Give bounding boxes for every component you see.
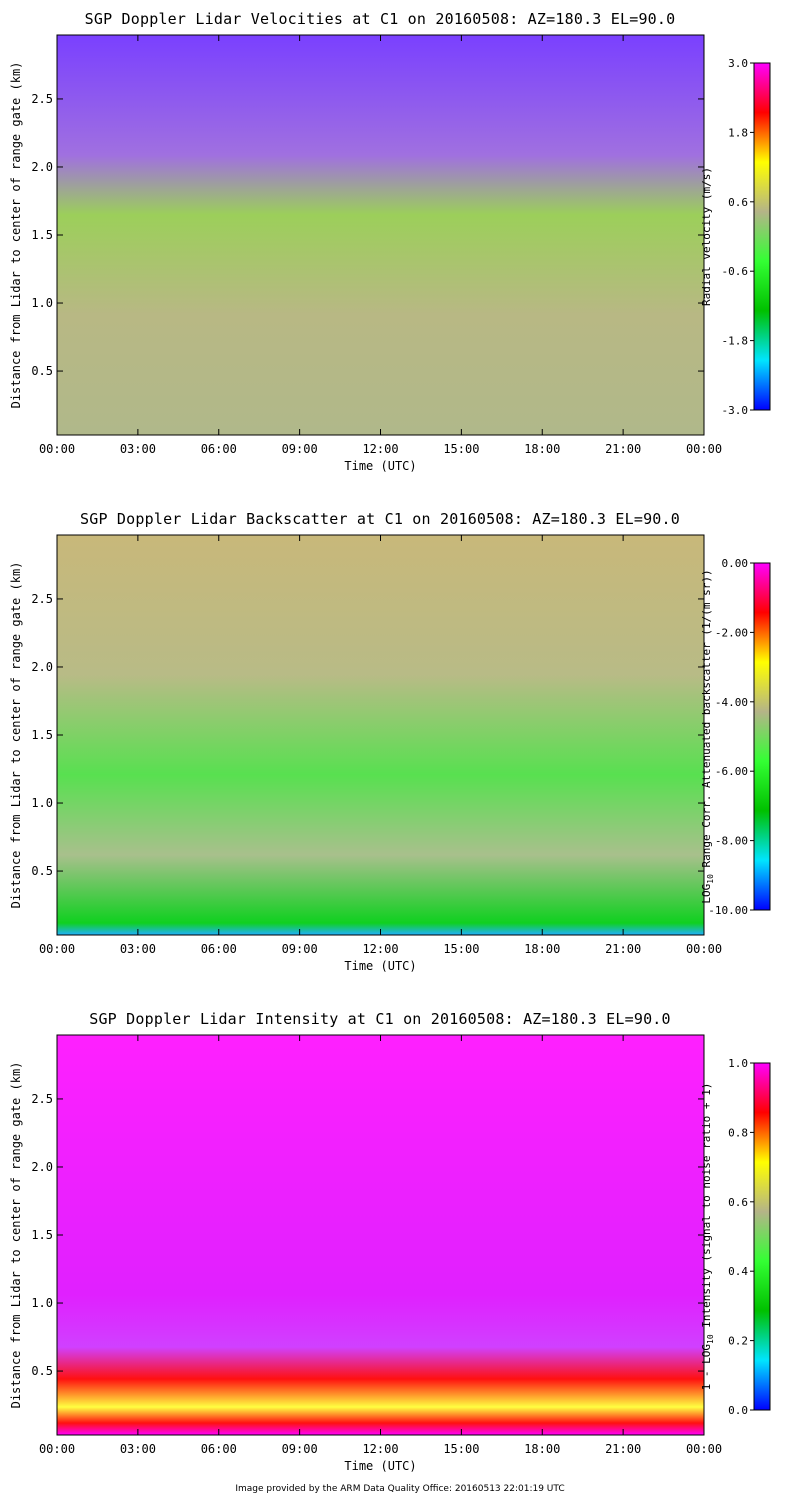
colorbar-tick-label: -8.00 bbox=[715, 835, 748, 848]
colorbar-tick-label: 1.8 bbox=[728, 126, 748, 139]
colorbar-label-part: LOG bbox=[700, 884, 713, 904]
x-tick-label: 00:00 bbox=[39, 942, 75, 956]
y-tick-label: 1.5 bbox=[31, 728, 53, 742]
colorbar-label: 1 - LOG10 Intensity (signal to noise rat… bbox=[700, 1083, 715, 1391]
x-tick-label: 15:00 bbox=[443, 442, 479, 456]
x-tick-label: 03:00 bbox=[120, 442, 156, 456]
colorbar-tick-label: 0.8 bbox=[728, 1126, 748, 1139]
x-tick-label: 03:00 bbox=[120, 942, 156, 956]
x-tick-label: 09:00 bbox=[282, 442, 318, 456]
x-tick-label: 00:00 bbox=[39, 442, 75, 456]
y-tick-label: 2.0 bbox=[31, 1160, 53, 1174]
colorbar-tick-label: 0.4 bbox=[728, 1265, 748, 1278]
y-tick-label: 0.5 bbox=[31, 1364, 53, 1378]
y-tick-label: 2.0 bbox=[31, 660, 53, 674]
velocity-chart: 00:00 03:00 06:00 09:00 12:00 15:00 18:00 21:00… bbox=[9, 34, 771, 473]
colorbar-label: Radial velocity (m/s) bbox=[700, 167, 713, 306]
x-tick-label: 12:00 bbox=[362, 942, 398, 956]
x-tick-label: 15:00 bbox=[443, 942, 479, 956]
colorbar-tick-label: -3.0 bbox=[722, 404, 749, 417]
x-tick-label: 21:00 bbox=[605, 1442, 641, 1456]
x-tick-label: 21:00 bbox=[605, 442, 641, 456]
x-tick-label: 00:00 bbox=[686, 942, 722, 956]
plot-area bbox=[57, 35, 704, 435]
y-tick-label: 1.5 bbox=[31, 228, 53, 242]
y-tick-label: 2.5 bbox=[31, 592, 53, 606]
x-tick-label: 12:00 bbox=[362, 442, 398, 456]
colorbar-tick-label: -10.00 bbox=[708, 904, 748, 917]
x-tick-label: 00:00 bbox=[686, 1442, 722, 1456]
x-tick-label: 00:00 bbox=[686, 442, 722, 456]
x-tick-label: 15:00 bbox=[443, 1442, 479, 1456]
colorbar-tick-label: 0.0 bbox=[728, 1404, 748, 1417]
y-tick-label: 1.0 bbox=[31, 1296, 53, 1310]
x-axis-label: Time (UTC) bbox=[344, 1459, 416, 1473]
y-tick-label: 1.0 bbox=[31, 296, 53, 310]
x-tick-label: 06:00 bbox=[201, 1442, 237, 1456]
x-tick-label: 06:00 bbox=[201, 942, 237, 956]
colorbar-tick-label: -1.8 bbox=[722, 335, 749, 348]
footer-credit: Image provided by the ARM Data Quality O… bbox=[235, 1484, 565, 1494]
x-tick-label: 12:00 bbox=[362, 1442, 398, 1456]
colorbar-tick-label: -6.00 bbox=[715, 765, 748, 778]
colorbar bbox=[753, 562, 771, 911]
x-tick-label: 21:00 bbox=[605, 942, 641, 956]
plot-area bbox=[57, 1035, 704, 1435]
colorbar-tick-label: -2.00 bbox=[715, 626, 748, 639]
y-tick-label: 2.5 bbox=[31, 1092, 53, 1106]
y-axis-label: Distance from Lidar to center of range g… bbox=[9, 1062, 23, 1409]
x-tick-label: 06:00 bbox=[201, 442, 237, 456]
x-axis-label: Time (UTC) bbox=[344, 459, 416, 473]
colorbar bbox=[753, 62, 771, 411]
colorbar-label-part: Range Corr. Attenuated backscatter (1/(m… bbox=[700, 569, 713, 874]
colorbar bbox=[753, 1062, 771, 1411]
y-tick-label: 0.5 bbox=[31, 864, 53, 878]
colorbar-tick-label: -4.00 bbox=[715, 696, 748, 709]
colorbar-tick-label: 1.0 bbox=[728, 1057, 748, 1070]
x-tick-label: 18:00 bbox=[524, 1442, 560, 1456]
colorbar-label-subscript: 10 bbox=[706, 1334, 715, 1344]
colorbar-tick-label: 0.6 bbox=[728, 196, 748, 209]
x-tick-label: 03:00 bbox=[120, 1442, 156, 1456]
backscatter-panel: SGP Doppler Lidar Backscatter at C1 on 2… bbox=[0, 500, 800, 980]
velocity-panel: SGP Doppler Lidar Velocities at C1 on 20… bbox=[0, 0, 800, 480]
y-tick-label: 0.5 bbox=[31, 364, 53, 378]
intensity-title: SGP Doppler Lidar Intensity at C1 on 201… bbox=[89, 1010, 671, 1028]
y-tick-label: 1.5 bbox=[31, 1228, 53, 1242]
colorbar-tick-label: 3.0 bbox=[728, 57, 748, 70]
colorbar-label: LOG10 Range Corr. Attenuated backscatter… bbox=[700, 569, 715, 903]
colorbar-tick-label: 0.6 bbox=[728, 1196, 748, 1209]
intensity-chart: 00:00 03:00 06:00 09:00 12:00 15:00 18:00 21:00… bbox=[9, 1034, 771, 1473]
colorbar-label-subscript: 10 bbox=[706, 874, 715, 884]
y-axis-label: Distance from Lidar to center of range g… bbox=[9, 562, 23, 909]
colorbar-tick-label: 0.00 bbox=[722, 557, 749, 570]
x-tick-label: 09:00 bbox=[282, 1442, 318, 1456]
backscatter-chart: 00:00 03:00 06:00 09:00 12:00 15:00 18:00 21:00… bbox=[9, 534, 771, 973]
colorbar-label-part: 1 - LOG bbox=[700, 1344, 713, 1390]
velocity-title: SGP Doppler Lidar Velocities at C1 on 20… bbox=[84, 10, 676, 28]
intensity-panel: SGP Doppler Lidar Intensity at C1 on 201… bbox=[0, 1000, 800, 1480]
x-axis-label: Time (UTC) bbox=[344, 959, 416, 973]
x-tick-label: 09:00 bbox=[282, 942, 318, 956]
x-tick-label: 18:00 bbox=[524, 942, 560, 956]
y-tick-label: 1.0 bbox=[31, 796, 53, 810]
backscatter-title: SGP Doppler Lidar Backscatter at C1 on 2… bbox=[80, 510, 680, 528]
colorbar-tick-label: 0.2 bbox=[728, 1335, 748, 1348]
colorbar-tick-label: -0.6 bbox=[722, 265, 749, 278]
colorbar-label-part: Intensity (signal to noise ratio + 1) bbox=[700, 1083, 713, 1335]
y-axis-label: Distance from Lidar to center of range g… bbox=[9, 62, 23, 409]
y-tick-label: 2.5 bbox=[31, 92, 53, 106]
plot-area bbox=[57, 535, 704, 935]
x-tick-label: 00:00 bbox=[39, 1442, 75, 1456]
y-tick-label: 2.0 bbox=[31, 160, 53, 174]
x-tick-label: 18:00 bbox=[524, 442, 560, 456]
